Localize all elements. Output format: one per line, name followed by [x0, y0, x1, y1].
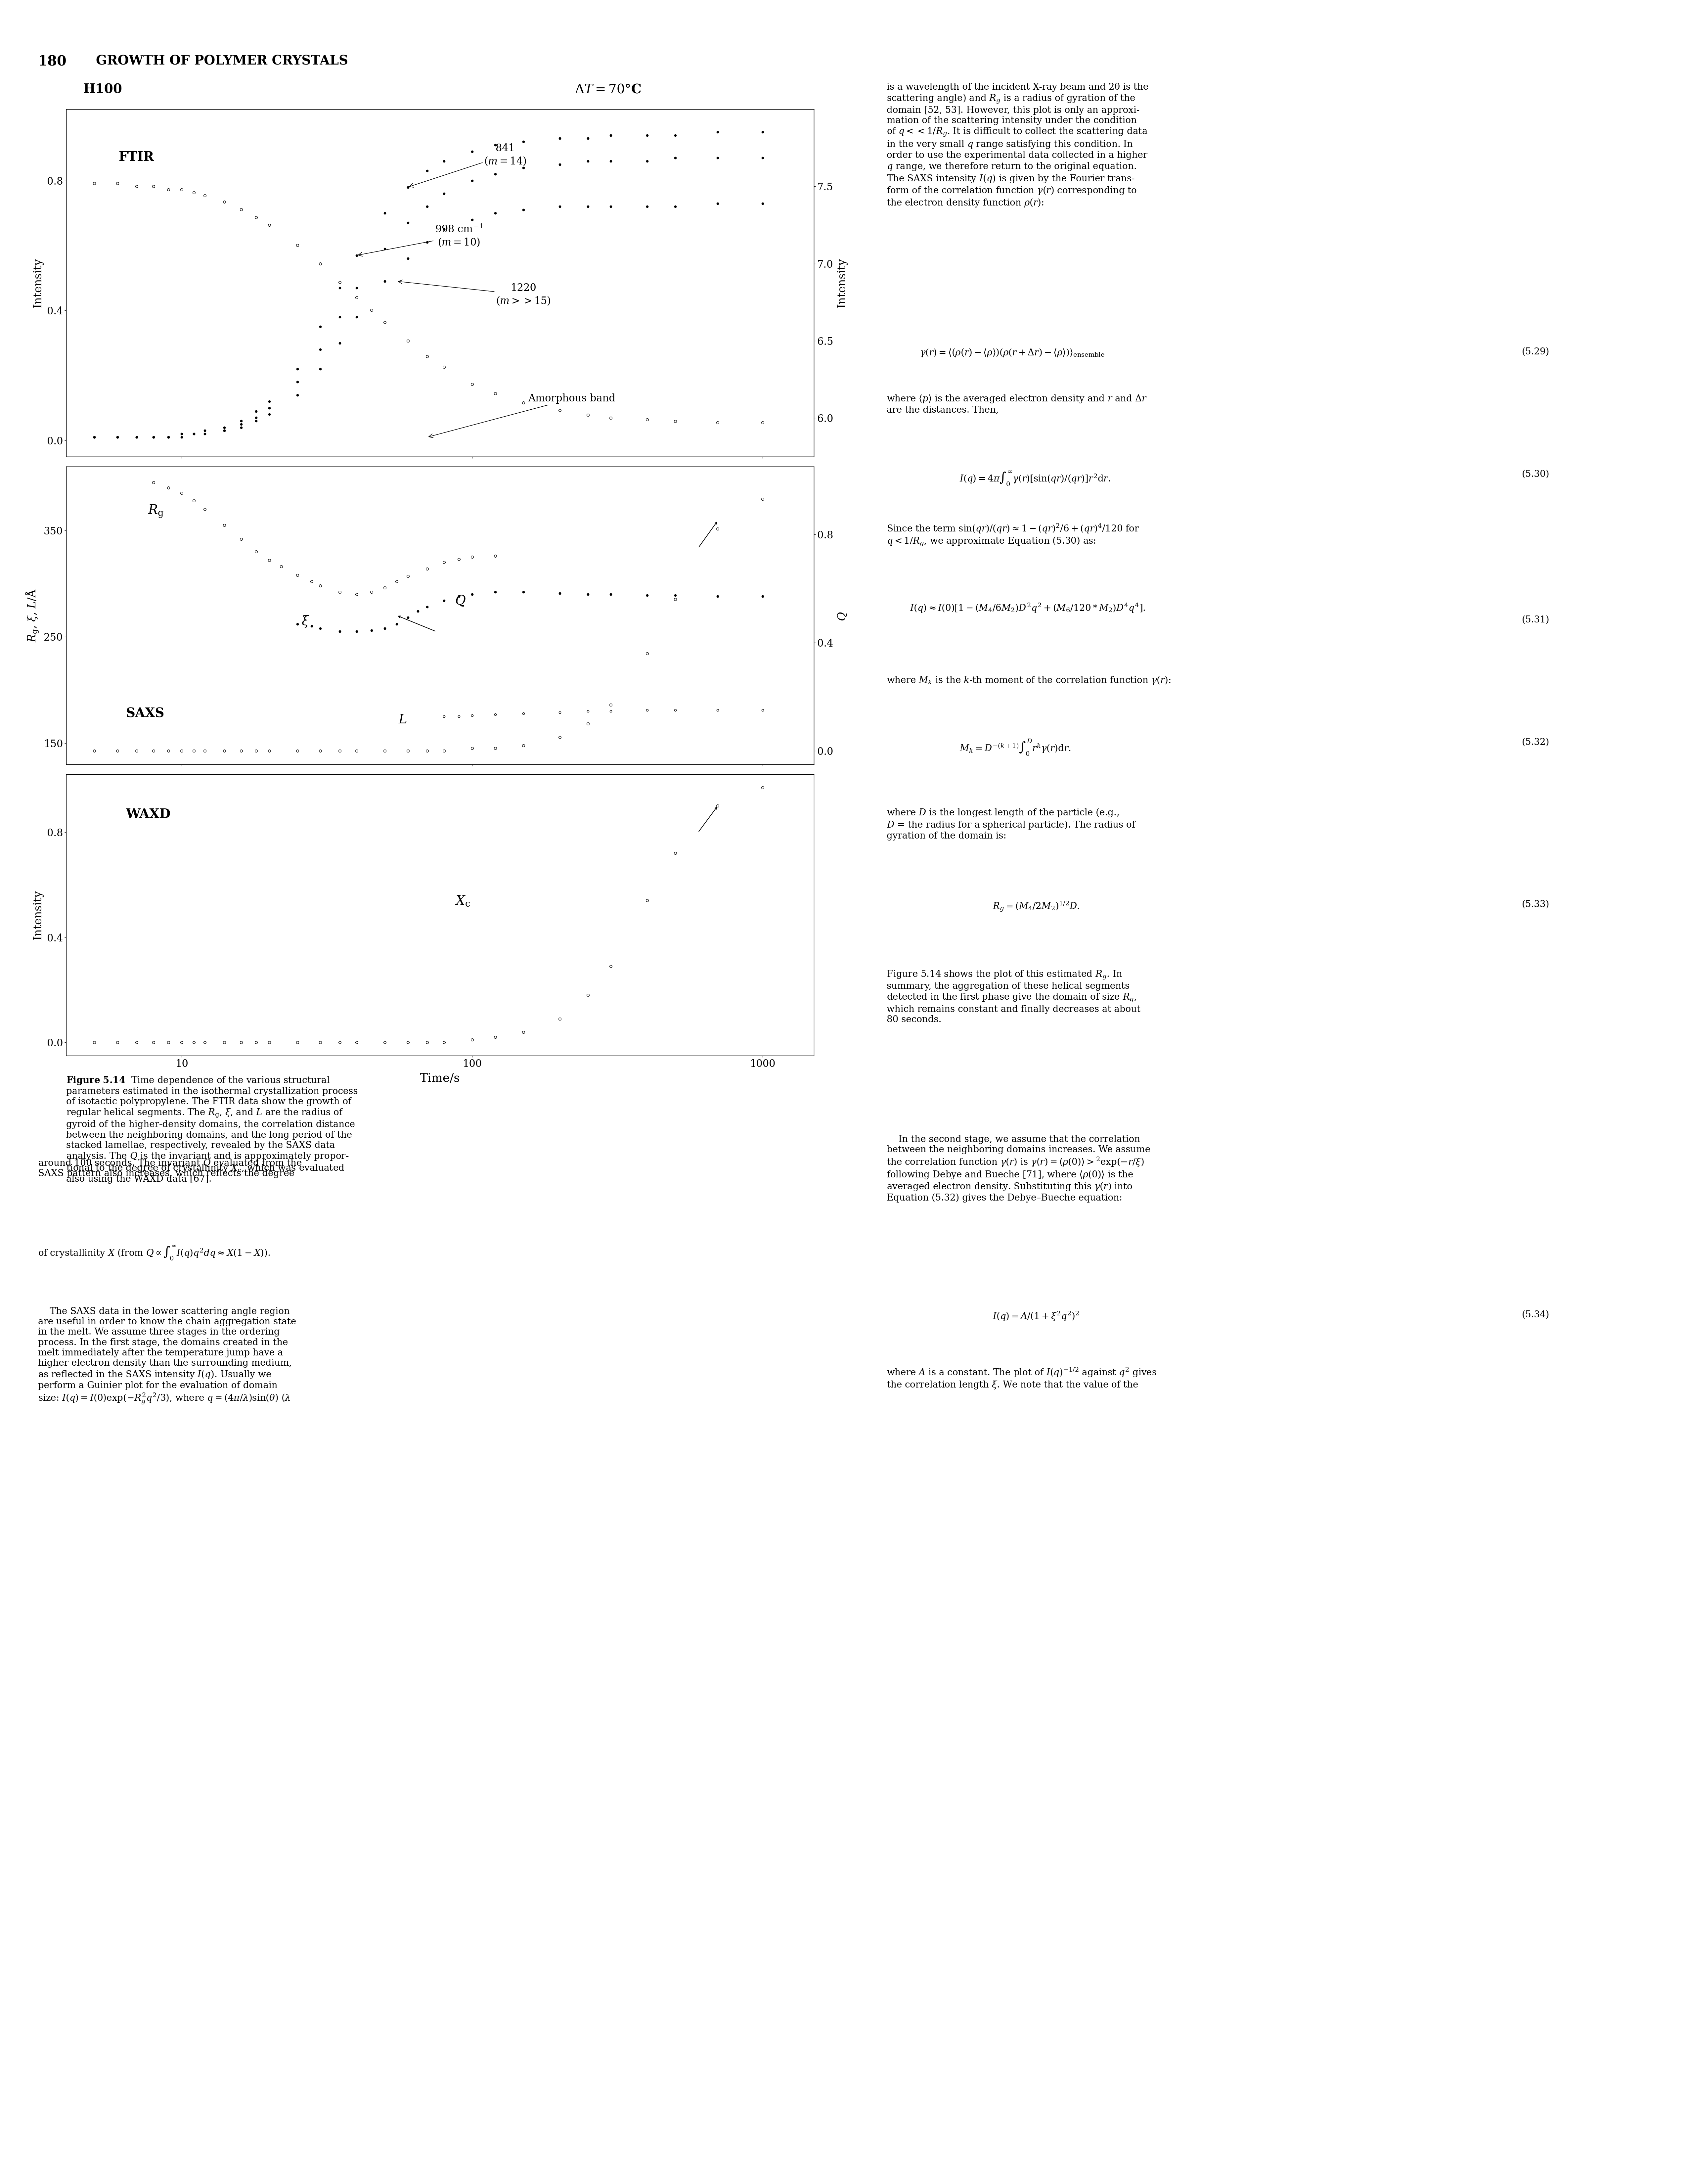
Text: FTIR: FTIR [118, 151, 154, 164]
Text: of crystallinity $X$ (from $Q \propto \int_0^{\infty} I(q)q^2 dq \approx X(1-X)): of crystallinity $X$ (from $Q \propto \i… [39, 1245, 270, 1262]
Text: (5.31): (5.31) [1523, 616, 1550, 625]
Text: WAXD: WAXD [127, 808, 170, 821]
Text: GROWTH OF POLYMER CRYSTALS: GROWTH OF POLYMER CRYSTALS [96, 55, 348, 68]
Text: 1220
$(m >> 15)$: 1220 $(m >> 15)$ [398, 280, 550, 306]
Text: where $M_k$ is the $k$-th moment of the correlation function $\gamma(r)$:: where $M_k$ is the $k$-th moment of the … [886, 675, 1171, 686]
Text: (5.30): (5.30) [1523, 470, 1550, 478]
Text: (5.32): (5.32) [1523, 738, 1550, 747]
Y-axis label: $R_{\rm g}$, $\xi$, $L$/Å: $R_{\rm g}$, $\xi$, $L$/Å [25, 590, 41, 642]
Text: Since the term sin$(qr)/(qr) \approx 1 - (qr)^2/6 + (qr)^4/120$ for
$q < 1/R_g$,: Since the term sin$(qr)/(qr) \approx 1 -… [886, 522, 1139, 548]
Text: 998 cm$^{-1}$
$(m = 10)$: 998 cm$^{-1}$ $(m = 10)$ [358, 225, 483, 256]
Text: $\xi$: $\xi$ [302, 614, 309, 629]
Text: The SAXS data in the lower scattering angle region
are useful in order to know t: The SAXS data in the lower scattering an… [39, 1306, 295, 1404]
Text: is a wavelength of the incident X-ray beam and 2θ is the
scattering angle) and $: is a wavelength of the incident X-ray be… [886, 83, 1148, 207]
Text: (5.34): (5.34) [1523, 1310, 1550, 1319]
Y-axis label: Intensity: Intensity [32, 258, 44, 308]
Text: H100: H100 [83, 83, 122, 96]
Text: SAXS: SAXS [127, 708, 164, 721]
Y-axis label: Intensity: Intensity [837, 258, 847, 308]
Text: Amorphous band: Amorphous band [429, 393, 616, 437]
Text: $Q$: $Q$ [456, 594, 466, 607]
Text: 841
$(m = 14)$: 841 $(m = 14)$ [408, 144, 527, 188]
Text: $L$: $L$ [398, 714, 407, 725]
Text: (5.33): (5.33) [1523, 900, 1550, 909]
Text: (5.29): (5.29) [1523, 347, 1550, 356]
Text: Figure 5.14 shows the plot of this estimated $R_g$. In
summary, the aggregation : Figure 5.14 shows the plot of this estim… [886, 970, 1141, 1024]
Text: $\Delta T = 70°\mathbf{C}$: $\Delta T = 70°\mathbf{C}$ [574, 83, 641, 96]
Text: $R_{\rm g}$: $R_{\rm g}$ [149, 505, 164, 518]
Text: $R_g = (M_4/2M_2)^{1/2}D.$: $R_g = (M_4/2M_2)^{1/2}D.$ [993, 900, 1080, 913]
Text: $I(q) \approx I(0)[1-(M_4/6M_2)D^2q^2+(M_6/120*M_2)D^4q^4].$: $I(q) \approx I(0)[1-(M_4/6M_2)D^2q^2+(M… [910, 603, 1146, 614]
Text: $I(q) = 4\pi\int_0^{\infty}\gamma(r)[\sin(qr)/(qr)]r^2{\rm d}r.$: $I(q) = 4\pi\int_0^{\infty}\gamma(r)[\si… [959, 470, 1111, 487]
Text: where $\langle p\rangle$ is the averaged electron density and $r$ and $\Delta r$: where $\langle p\rangle$ is the averaged… [886, 393, 1148, 415]
Text: In the second stage, we assume that the correlation
between the neighboring doma: In the second stage, we assume that the … [886, 1136, 1151, 1203]
Y-axis label: Intensity: Intensity [32, 891, 44, 939]
Text: around 100 seconds. The invariant $Q$ evaluated from the
SAXS pattern also incre: around 100 seconds. The invariant $Q$ ev… [39, 1158, 302, 1177]
Text: 180: 180 [39, 55, 68, 68]
Y-axis label: Q: Q [837, 612, 847, 620]
X-axis label: Time/s: Time/s [420, 1072, 461, 1083]
Text: $M_k = D^{-(k+1)}\int_0^D r^k\gamma(r){\rm d}r.$: $M_k = D^{-(k+1)}\int_0^D r^k\gamma(r){\… [959, 738, 1070, 756]
Text: where $A$ is a constant. The plot of $I(q)^{-1/2}$ against $q^2$ gives
the corre: where $A$ is a constant. The plot of $I(… [886, 1367, 1156, 1389]
Text: $I(q) = A/(1+\xi^2 q^2)^2$: $I(q) = A/(1+\xi^2 q^2)^2$ [993, 1310, 1079, 1321]
Text: $\bf{Figure\ 5.14}$  Time dependence of the various structural
parameters estima: $\bf{Figure\ 5.14}$ Time dependence of t… [66, 1075, 358, 1184]
Text: $\gamma(r) = \langle(\rho(r)-\langle\rho\rangle)(\rho(r+\Delta r)-\langle\rho\ra: $\gamma(r) = \langle(\rho(r)-\langle\rho… [920, 347, 1104, 358]
Text: $X_{\rm c}$: $X_{\rm c}$ [456, 895, 471, 906]
Text: where $D$ is the longest length of the particle (e.g.,
$D$ = the radius for a sp: where $D$ is the longest length of the p… [886, 808, 1136, 841]
